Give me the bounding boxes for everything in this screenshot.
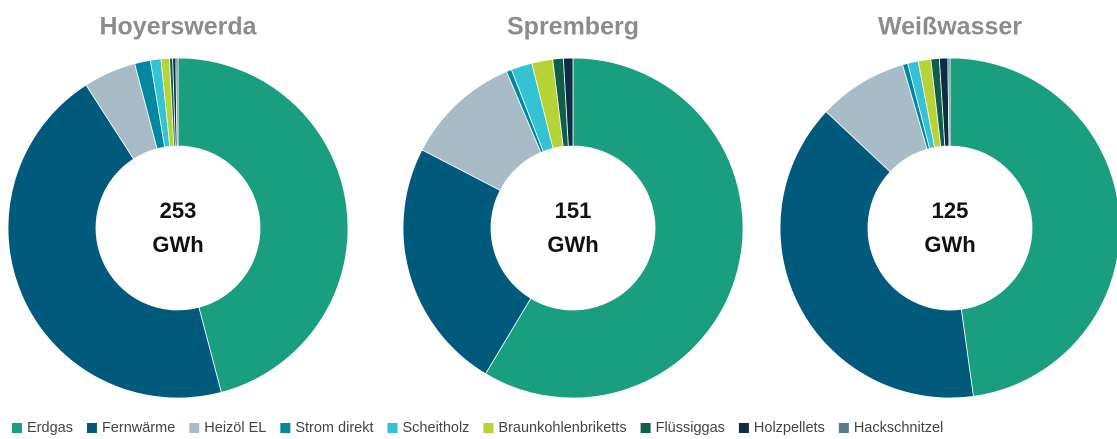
legend-swatch [280,423,291,433]
donut-segment [484,57,744,399]
center-unit: GWh [547,232,598,257]
donut-segment [402,149,532,375]
donut-segment [562,57,574,147]
legend-swatch [738,423,749,433]
legend-label: Heizöl EL [204,420,266,436]
legend-swatch [640,423,651,433]
center-unit: GWh [924,232,975,257]
center-value: 253 [160,198,197,223]
donut-segment [177,57,349,393]
legend-label: Braunkohlenbriketts [498,420,626,436]
donut-segment [947,57,951,147]
chart-title: Hoyerswerda [99,13,257,41]
donut-segment [175,57,179,147]
legend-label: Scheitholz [403,420,470,436]
legend-swatch [189,423,200,433]
center-value: 151 [555,198,592,223]
legend-label: Holzpellets [754,420,825,436]
legend-label: Erdgas [27,420,73,436]
legend-swatch [387,423,398,433]
donut-segment [949,57,1117,397]
legend-swatch [12,423,22,433]
legend-swatch [86,423,97,433]
legend-swatch [483,423,494,433]
legend-label: Fernwärme [102,420,175,436]
legend-label: Flüssiggas [656,420,725,436]
legend-label: Strom direkt [295,420,373,436]
legend-label: Hackschnitzel [854,420,943,436]
center-unit: GWh [152,232,203,257]
chart-title: Spremberg [507,13,639,41]
donut-segment [7,84,222,399]
center-value: 125 [932,198,969,223]
legend-swatch [838,423,849,433]
chart-title: Weißwasser [878,13,1022,41]
donut-segment [779,111,974,399]
